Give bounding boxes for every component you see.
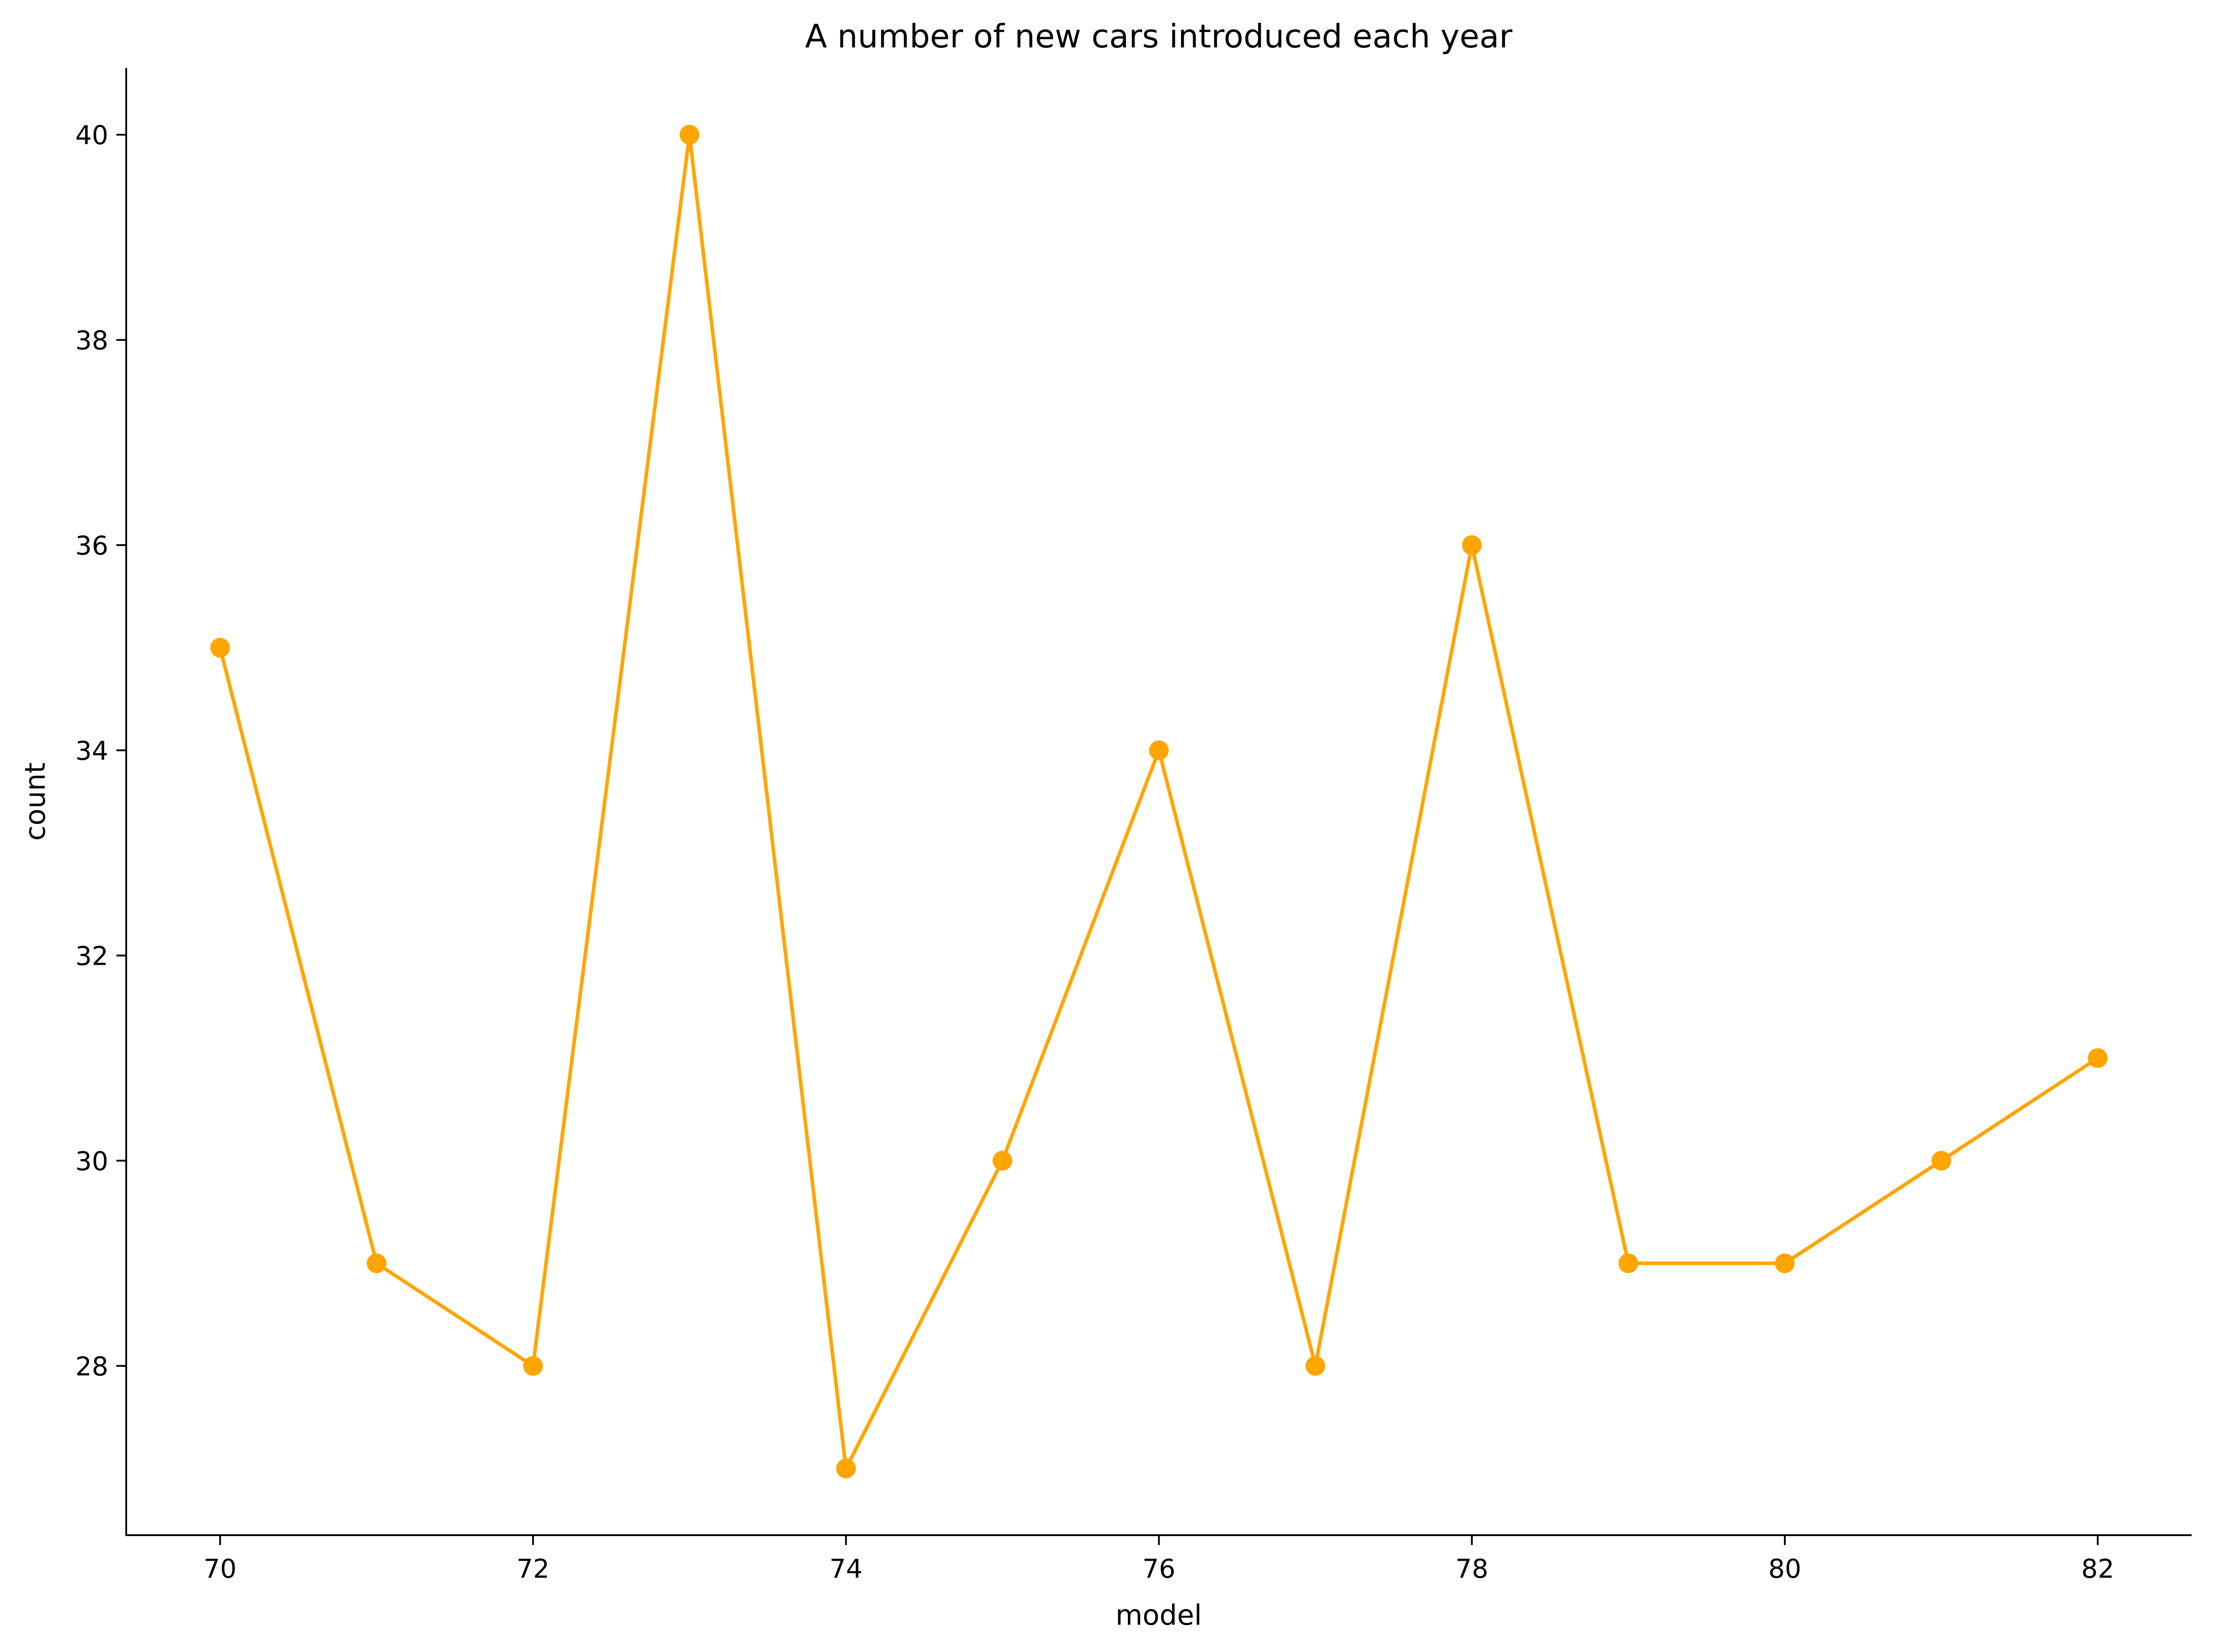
x-tick-label: 82	[2081, 1554, 2114, 1584]
y-tick-label: 36	[75, 530, 108, 561]
y-axis-label: count	[19, 763, 51, 841]
data-point	[1775, 1253, 1795, 1273]
x-tick-label: 76	[1143, 1554, 1176, 1584]
x-tick-label: 78	[1455, 1554, 1489, 1584]
data-point	[210, 638, 230, 658]
x-tick-label: 72	[516, 1554, 550, 1584]
data-point	[2088, 1048, 2108, 1068]
x-tick-label: 74	[829, 1554, 862, 1584]
y-tick-group: 28 30 32 34 36 38 40	[75, 120, 126, 1382]
y-tick-label: 34	[75, 735, 108, 766]
plot-area	[210, 125, 2108, 1478]
data-point	[992, 1151, 1012, 1171]
data-point	[679, 125, 700, 145]
y-tick-label: 30	[75, 1146, 108, 1176]
chart-title: A number of new cars introduced each yea…	[805, 17, 1513, 55]
x-axis-label: model	[1115, 1599, 1202, 1631]
data-point	[1931, 1151, 1951, 1171]
y-tick-label: 40	[75, 120, 108, 150]
y-tick-label: 32	[75, 941, 108, 971]
y-tick-label: 28	[75, 1351, 108, 1382]
data-point	[1462, 535, 1482, 555]
y-tick-label: 38	[75, 325, 108, 355]
data-point	[836, 1459, 856, 1478]
data-point	[1149, 740, 1169, 760]
x-tick-group: 70 72 74 76 78 80 82	[204, 1535, 2114, 1584]
data-point	[1618, 1253, 1638, 1273]
data-point	[367, 1253, 387, 1273]
x-tick-label: 70	[204, 1554, 237, 1584]
data-point	[523, 1356, 543, 1376]
x-tick-label: 80	[1768, 1554, 1801, 1584]
data-point	[1305, 1356, 1326, 1376]
